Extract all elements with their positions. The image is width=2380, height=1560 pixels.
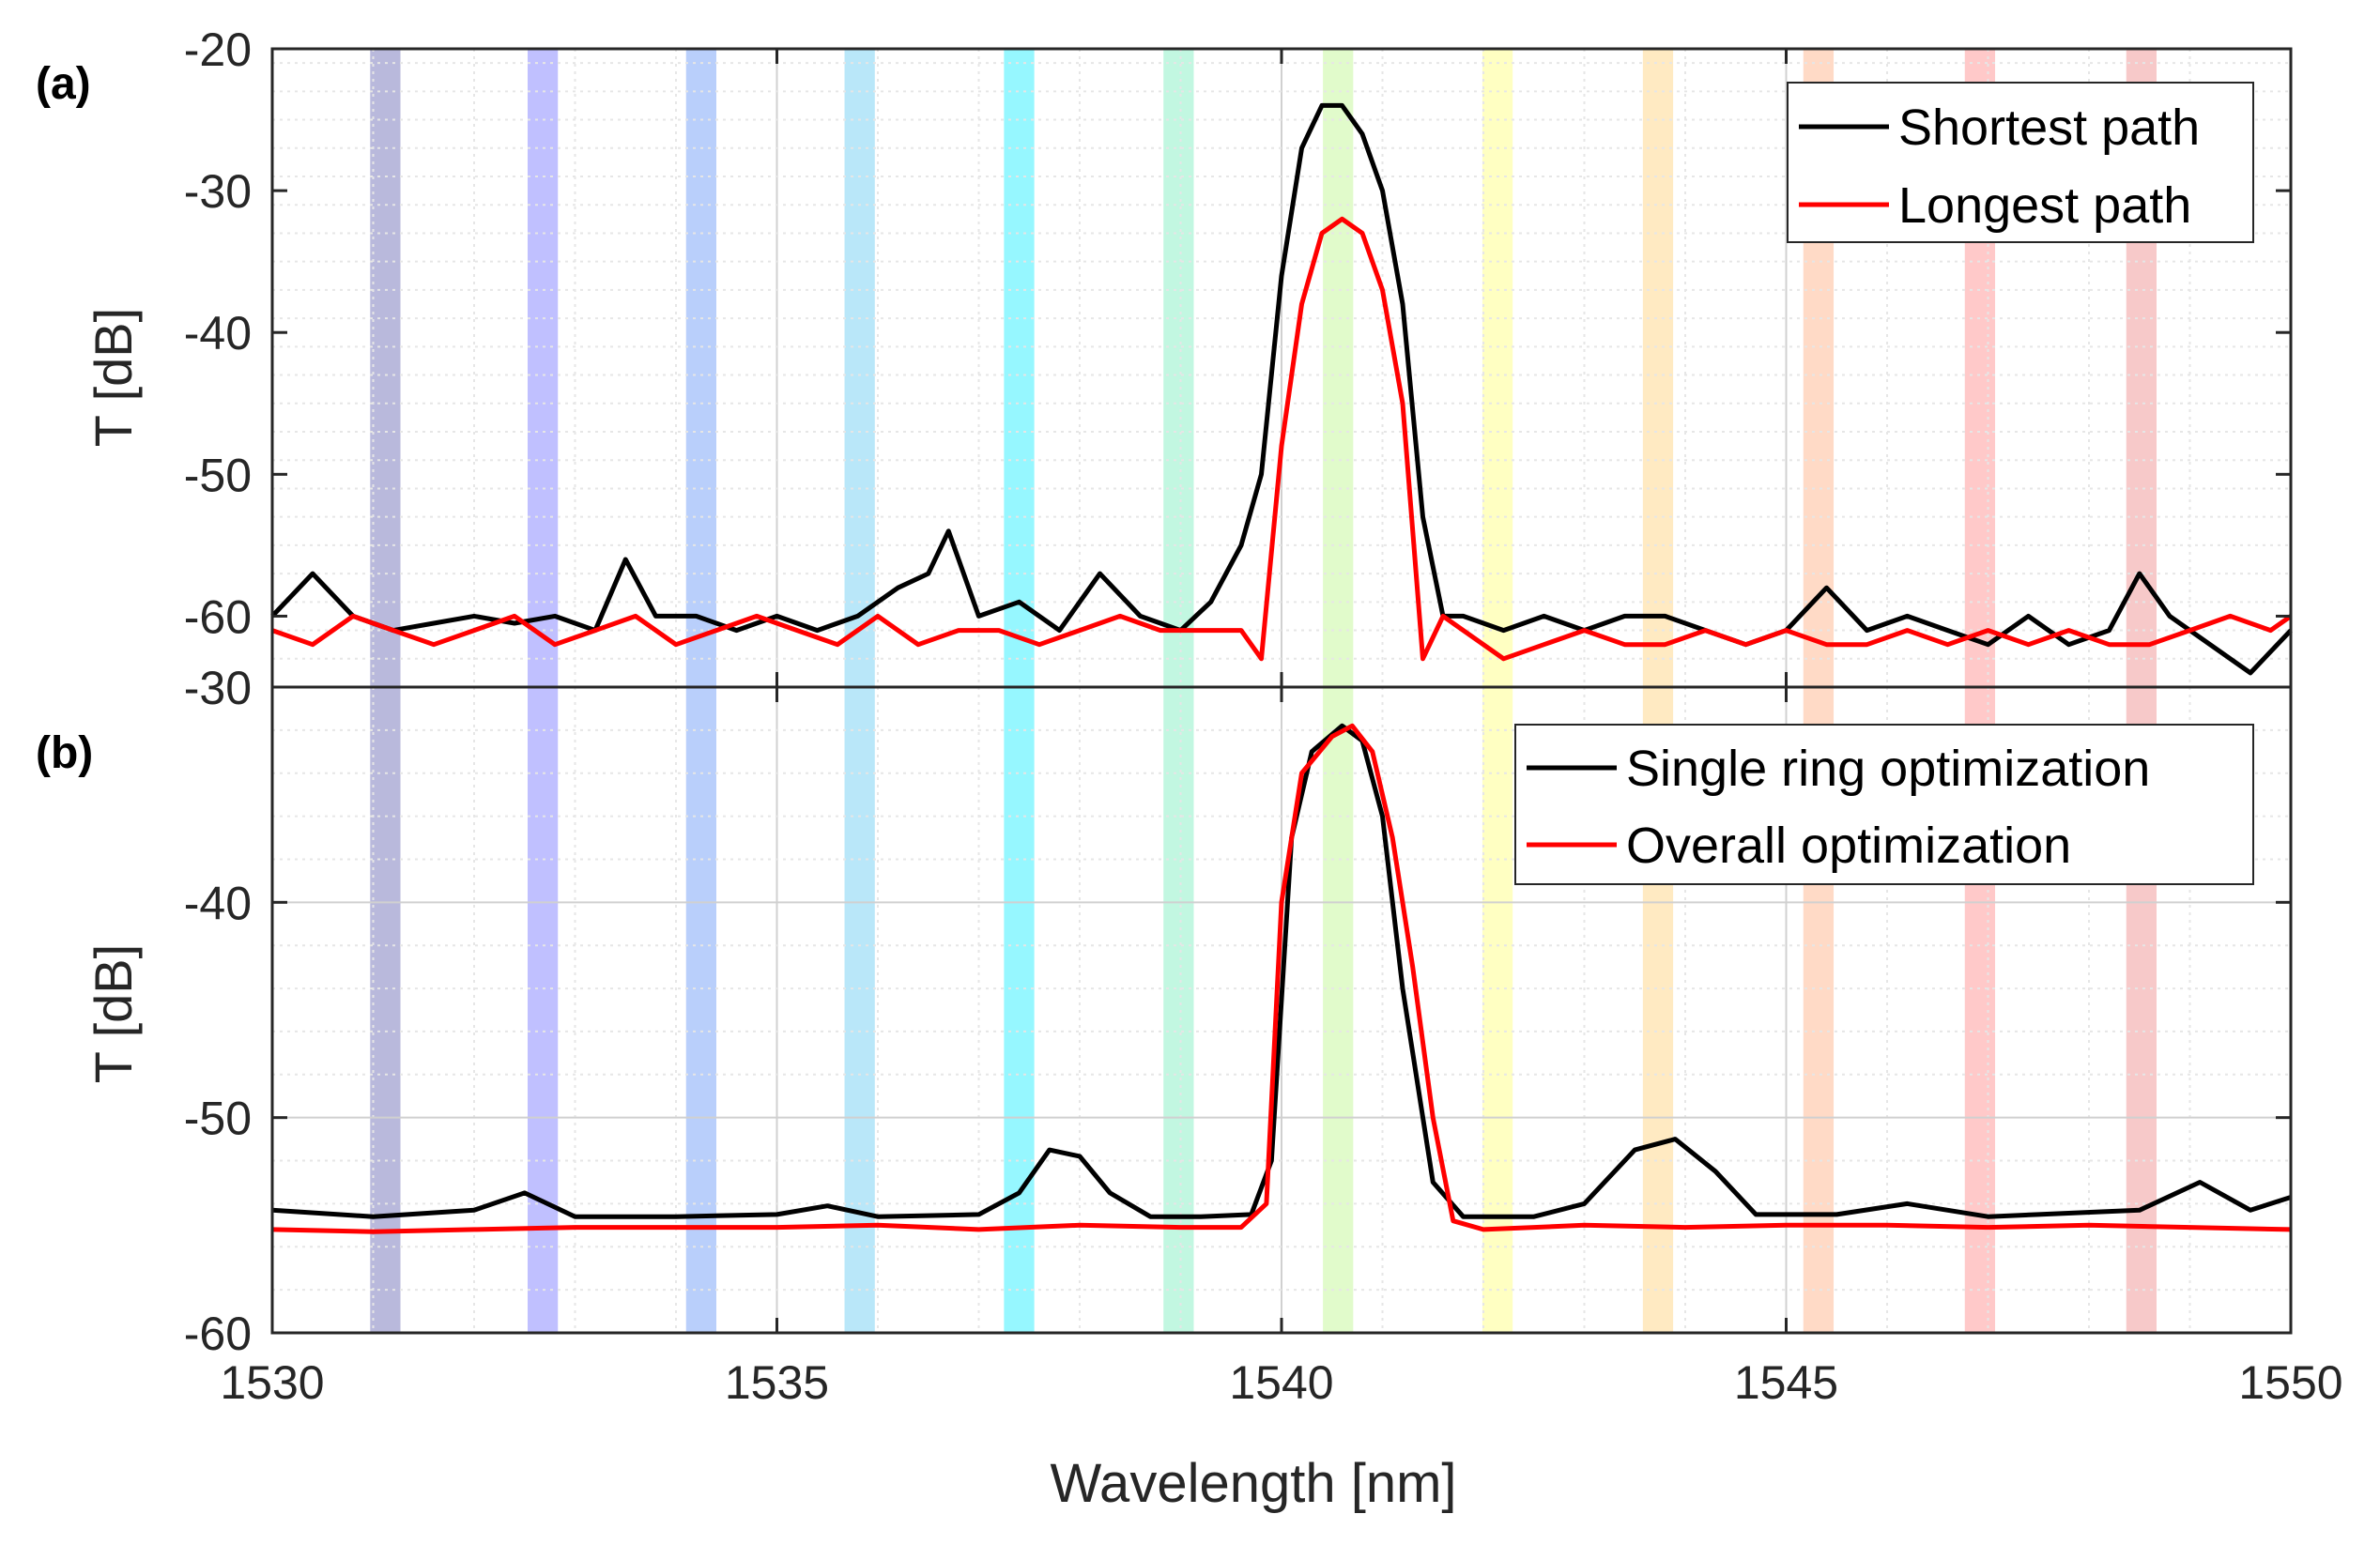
panel-b-label: (b) xyxy=(36,728,93,778)
panel-b-channel-band-3 xyxy=(685,687,716,1333)
panel-a-channel-band-7 xyxy=(1323,49,1354,687)
panel-b-ytick-label: -60 xyxy=(184,1308,252,1360)
panel-b-ylabel: T [dB] xyxy=(84,944,143,1083)
panel-a-channel-band-6 xyxy=(1163,49,1194,687)
panel-b-series xyxy=(271,723,2292,1234)
panel-a-legend: Shortest path Longest path xyxy=(1787,82,2254,243)
legend-label-shortest-path: Shortest path xyxy=(1898,99,2200,156)
panel-a-ytick-label: -20 xyxy=(184,23,252,76)
panel-b: (b) T [dB] -60 -50 -40 -30 1530 1535 1540 1545 1… xyxy=(36,662,2343,1514)
panel-b-xtick-label: 1550 xyxy=(2238,1356,2342,1409)
panel-b-channel-band-8 xyxy=(1482,687,1513,1333)
panel-a-label: (a) xyxy=(36,59,91,109)
panel-a-channel-band-9 xyxy=(1642,49,1674,687)
panel-a: (a) T [dB] -60 -50 -40 -30 -20 Shortest path… xyxy=(36,23,2293,689)
panel-b-ticks: -60 -50 -40 -30 1530 1535 1540 1545 1550 xyxy=(184,662,2343,1409)
panel-b-xtick-label: 1540 xyxy=(1229,1356,1333,1409)
panel-b-legend-box xyxy=(1514,724,2254,885)
panel-a-channel-band-2 xyxy=(527,49,559,687)
panel-a-ticks: -60 -50 -40 -30 -20 xyxy=(184,23,2293,687)
series-line-shortest-path xyxy=(270,102,2293,676)
panel-b-channel-band-6 xyxy=(1163,687,1194,1333)
panel-b-legend: Single ring optimization Overall optimiz… xyxy=(1514,724,2254,885)
panel-a-ytick-label: -30 xyxy=(184,165,252,218)
panel-b-xtick-label: 1535 xyxy=(725,1356,829,1409)
panel-a-channel-band-8 xyxy=(1482,49,1513,687)
panel-a-ylabel: T [dB] xyxy=(84,308,143,447)
panel-a-series xyxy=(270,102,2293,676)
panel-a-channel-band-1 xyxy=(370,49,401,687)
panel-a-bands xyxy=(370,49,2157,687)
legend-label-overall-optimization: Overall optimization xyxy=(1626,818,2071,874)
x-axis-label: Wavelength [nm] xyxy=(1050,1453,1456,1514)
series-line-overall-optimization xyxy=(271,723,2292,1234)
panel-a-ytick-label: -40 xyxy=(184,307,252,359)
panel-a-channel-band-5 xyxy=(1004,49,1035,687)
panel-b-ytick-label: -40 xyxy=(184,877,252,929)
panel-b-channel-band-1 xyxy=(370,687,401,1333)
series-line-single-ring-optimization xyxy=(271,723,2292,1219)
panel-a-channel-band-4 xyxy=(844,49,875,687)
panel-b-channel-band-7 xyxy=(1323,687,1354,1333)
panel-b-xtick-label: 1530 xyxy=(220,1356,324,1409)
panel-b-ytick-label: -50 xyxy=(184,1093,252,1145)
panel-a-ytick-label: -60 xyxy=(184,590,252,643)
panel-a-ytick-label: -50 xyxy=(184,449,252,501)
series-line-longest-path xyxy=(271,216,2293,662)
panel-b-xtick-label: 1545 xyxy=(1734,1356,1838,1409)
panel-a-legend-box xyxy=(1787,82,2254,243)
panel-b-channel-band-5 xyxy=(1004,687,1035,1333)
panel-b-channel-band-2 xyxy=(527,687,559,1333)
panel-a-channel-band-3 xyxy=(685,49,716,687)
panel-b-ytick-label: -30 xyxy=(184,662,252,714)
panel-b-channel-band-4 xyxy=(844,687,875,1333)
legend-label-single-ring-optimization: Single ring optimization xyxy=(1626,741,2150,797)
legend-label-longest-path: Longest path xyxy=(1898,177,2191,234)
